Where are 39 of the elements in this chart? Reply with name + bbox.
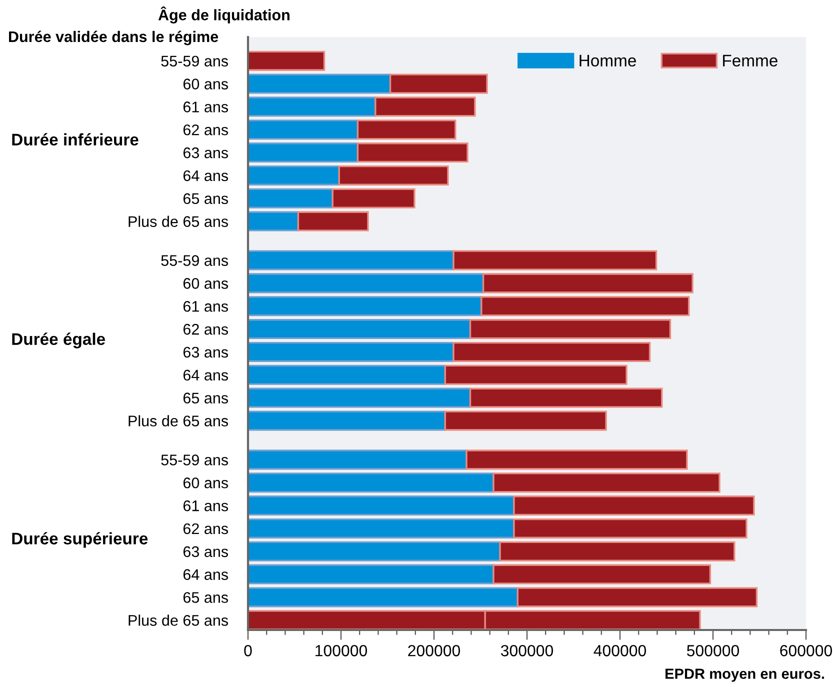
y-tick-label: 55-59 ans [161, 454, 228, 466]
x-tick-label: 300000 [500, 645, 554, 656]
y-tick-label: 62 ans [183, 324, 228, 335]
y-tick-label: 64 ans [183, 170, 228, 182]
y-tick-label: 55-59 ans [161, 56, 228, 67]
y-tick-label: 65 ans [183, 193, 228, 204]
y-tick-label: 62 ans [183, 523, 228, 534]
y-tick-label: 64 ans [183, 569, 228, 580]
y-tick-label: Plus de 65 ans [128, 614, 228, 626]
y-tick-label: 63 ans [183, 346, 228, 358]
x-tick-label: 600000 [780, 645, 832, 656]
text: Durée égale [12, 332, 106, 348]
text: Durée inférieure [12, 133, 138, 146]
text: Âge de liquidation [158, 6, 290, 24]
y-tick-label: 63 ans [183, 546, 228, 558]
y-tick-label: 55-59 ans [161, 255, 228, 266]
legend-label: Homme [580, 54, 636, 66]
text: Durée supérieure [12, 532, 148, 548]
x-tick-label: 100000 [316, 645, 368, 656]
y-tick-label: Plus de 65 ans [128, 216, 228, 227]
x-tick-label: 500000 [686, 645, 740, 656]
y-tick-label: Plus de 65 ans [128, 415, 228, 426]
y-tick-label: 60 ans [183, 477, 228, 488]
y-tick-label: 61 ans [183, 102, 228, 112]
y-tick-label: 61 ans [183, 500, 228, 512]
y-tick-label: 65 ans [183, 392, 228, 404]
legend-label: Femme [723, 54, 778, 66]
y-tick-label: 62 ans [183, 124, 228, 136]
y-axis-title: Durée validée dans le régime [9, 30, 218, 46]
y-tick-label: 61 ans [183, 300, 228, 312]
x-axis-title: EPDR moyen en euros. [666, 668, 824, 682]
y-tick-label: 63 ans [183, 147, 228, 158]
y-tick-label: 60 ans [183, 78, 228, 90]
y-tick-label: 64 ans [183, 370, 228, 381]
y-tick-label: 60 ans [183, 278, 228, 289]
y-tick-label: 65 ans [183, 592, 228, 603]
x-tick-label: 0 [244, 645, 252, 656]
x-tick-label: 200000 [408, 645, 460, 656]
x-tick-label: 400000 [594, 645, 646, 656]
